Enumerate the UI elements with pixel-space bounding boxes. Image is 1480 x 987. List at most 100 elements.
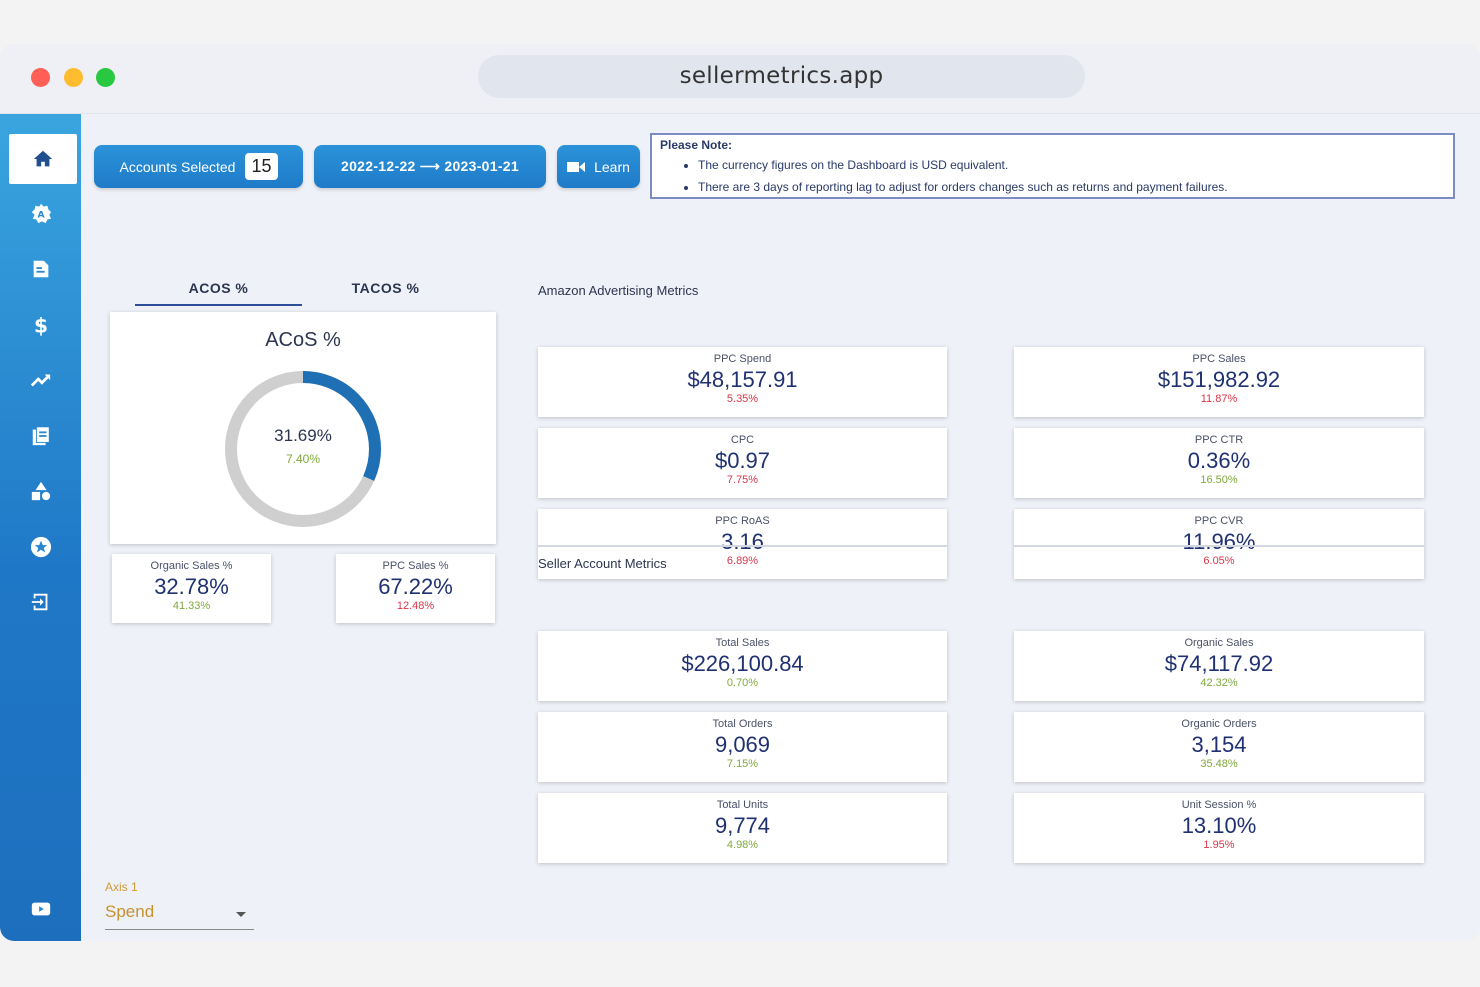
metric-change: 11.87% [1200, 393, 1238, 405]
dollar-icon: $ [33, 314, 47, 336]
acos-change: 7.40% [285, 452, 321, 466]
axis-select[interactable]: Spend [105, 902, 254, 930]
sidebar-item-home[interactable] [9, 134, 77, 184]
tab-tacos[interactable]: TACOS % [351, 280, 420, 296]
metric-value: 11.96% [1182, 529, 1256, 554]
acos-value: 31.69% [274, 426, 332, 445]
metric-change: 6.05% [1203, 555, 1235, 567]
sidebar-item-finance[interactable]: $ [0, 300, 81, 350]
metric-change: 35.48% [1200, 758, 1238, 770]
metric-label: PPC CTR [1194, 434, 1244, 446]
sidebar-item-video[interactable] [0, 884, 81, 934]
sidebar-item-documents[interactable] [0, 244, 81, 294]
metric-value: $151,982.92 [1157, 367, 1281, 392]
metric-label: Organic Sales % [150, 560, 233, 572]
sidebar-item-reviews[interactable] [0, 522, 81, 572]
maximize-window-button[interactable] [96, 68, 115, 87]
metric-change: 4.98% [726, 839, 759, 851]
metric-card: PPC CVR 11.96% 6.05% [1014, 509, 1424, 579]
metric-label: PPC CVR [1194, 515, 1244, 527]
trend-icon [30, 374, 50, 387]
metric-value: 3,154 [1191, 732, 1247, 757]
metric-card: PPC Spend $48,157.91 5.35% [538, 347, 947, 417]
metric-label: PPC RoAS [715, 515, 770, 527]
sidebar-item-logout[interactable] [0, 577, 81, 627]
metric-card: PPC CTR 0.36% 16.50% [1014, 428, 1424, 498]
metric-label: PPC Sales [1192, 353, 1246, 365]
date-range-label: 2022-12-22 ⟶ 2023-01-21 [341, 158, 519, 174]
metric-value: 0.36% [1187, 448, 1251, 473]
acos-card: ACoS % 31.69% 7.40% [110, 312, 496, 544]
main-content: Accounts Selected 15 2022-12-22 ⟶ 2023-0… [81, 114, 1480, 941]
acos-donut-chart [225, 371, 381, 527]
metric-value: 9,069 [714, 732, 771, 757]
notice-item: The currency figures on the Dashboard is… [698, 158, 1445, 172]
metric-change: 16.50% [1200, 474, 1238, 486]
metric-label: Organic Orders [1181, 718, 1257, 730]
metric-change: 0.70% [726, 677, 759, 689]
metric-change: 7.15% [726, 758, 759, 770]
metric-tabs: ACOS % TACOS % [135, 274, 469, 306]
accounts-selected-button[interactable]: Accounts Selected 15 [94, 145, 303, 188]
svg-text:$: $ [33, 314, 47, 336]
metric-label: CPC [730, 434, 755, 446]
learn-button[interactable]: Learn [557, 145, 640, 188]
minimize-window-button[interactable] [64, 68, 83, 87]
report-icon [32, 426, 50, 446]
metric-card: PPC RoAS 3.16 6.89% [538, 509, 947, 579]
accounts-count-badge: 15 [245, 153, 278, 180]
metric-card: Organic Orders 3,154 35.48% [1014, 712, 1424, 782]
browser-window: sellermetrics.app A $ [0, 44, 1480, 941]
metric-change: 42.32% [1200, 677, 1238, 689]
metric-label: Unit Session % [1181, 799, 1257, 811]
metric-change: 12.48% [396, 600, 435, 612]
metric-label: Organic Sales [1184, 637, 1254, 649]
organic-sales-percent-card: Organic Sales % 32.78% 41.33% [112, 554, 271, 623]
metric-card: CPC $0.97 7.75% [538, 428, 947, 498]
close-window-button[interactable] [31, 68, 50, 87]
metric-value: $48,157.91 [687, 367, 798, 392]
tab-acos[interactable]: ACOS % [135, 274, 302, 306]
metric-value: 9,774 [714, 813, 771, 838]
metric-card: Organic Sales $74,117.92 42.32% [1014, 631, 1424, 701]
metric-label: Total Units [716, 799, 769, 811]
gear-a-icon: A [31, 203, 51, 224]
metric-value: 3.16 [721, 529, 764, 554]
metric-card: Total Units 9,774 4.98% [538, 793, 947, 863]
svg-text:A: A [37, 210, 45, 221]
shapes-icon [31, 481, 50, 501]
metric-change: 1.95% [1203, 839, 1235, 851]
metric-value: 32.78% [154, 574, 229, 599]
metric-label: PPC Sales % [382, 560, 449, 572]
metric-label: PPC Spend [713, 353, 772, 365]
sidebar-item-reports[interactable] [0, 411, 81, 461]
metric-change: 41.33% [172, 600, 211, 612]
video-camera-icon [567, 161, 586, 172]
ppc-sales-percent-card: PPC Sales % 67.22% 12.48% [336, 554, 495, 623]
metric-value: $226,100.84 [681, 651, 804, 676]
date-range-button[interactable]: 2022-12-22 ⟶ 2023-01-21 [314, 145, 546, 188]
address-bar[interactable]: sellermetrics.app [478, 55, 1085, 98]
metric-change: 5.35% [726, 393, 759, 405]
video-icon [31, 902, 50, 916]
document-icon [33, 260, 48, 278]
accounts-selected-label: Accounts Selected [119, 158, 236, 175]
acos-card-title: ACoS % [265, 329, 341, 351]
metric-value: 67.22% [378, 574, 453, 599]
notice-item: There are 3 days of reporting lag to adj… [698, 180, 1445, 194]
axis-select-label: Axis 1 [105, 880, 138, 894]
metric-card: PPC Sales $151,982.92 11.87% [1014, 347, 1424, 417]
sidebar-item-trends[interactable] [0, 355, 81, 405]
sidebar-item-settings[interactable]: A [0, 189, 81, 239]
section-divider [538, 545, 947, 547]
sidebar-item-inventory[interactable] [0, 466, 81, 516]
metric-card: Total Sales $226,100.84 0.70% [538, 631, 947, 701]
star-icon [30, 536, 51, 558]
metric-value: $0.97 [714, 448, 771, 473]
sidebar: A $ [0, 114, 81, 941]
axis-selected-value: Spend [105, 902, 155, 921]
metric-value: 13.10% [1181, 813, 1257, 838]
metric-card: Total Orders 9,069 7.15% [538, 712, 947, 782]
title-bar: sellermetrics.app [0, 44, 1480, 114]
metric-label: Total Sales [715, 637, 770, 649]
